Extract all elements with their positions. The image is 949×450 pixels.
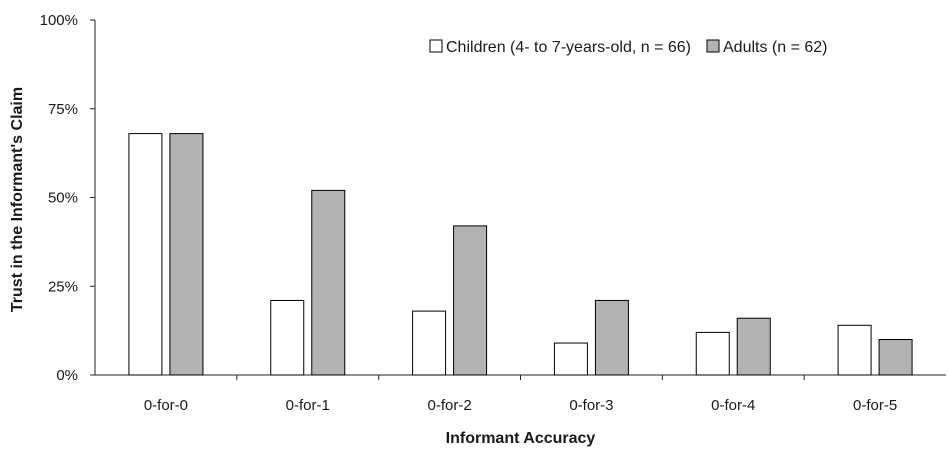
y-tick-label: 25% [48, 278, 78, 295]
y-axis-title: Trust in the Informant's Claim [9, 87, 26, 312]
legend-label-adults: Adults (n = 62) [723, 39, 828, 56]
bar-children-0-for-1 [270, 299, 305, 376]
x-tick-label: 0-for-5 [853, 397, 897, 414]
legend-label-children: Children (4- to 7-years-old, n = 66) [446, 39, 691, 56]
x-tick-label: 0-for-0 [144, 397, 188, 414]
x-tick-label: 0-for-4 [711, 397, 755, 414]
bar-children-0-for-4 [695, 331, 730, 376]
y-tick-label: 0% [56, 367, 78, 384]
x-axis-ticks: 0-for-0 0-for-1 0-for-2 0-for-3 0-for-4 0-for… [144, 375, 897, 414]
y-axis-ticks: 0% 25% 50% 75% 100% [40, 12, 95, 384]
y-tick-label: 100% [40, 12, 78, 29]
bar-adults-0-for-2 [453, 225, 488, 376]
x-axis-title: Informant Accuracy [446, 430, 596, 447]
legend: Children (4- to 7-years-old, n = 66) Adul… [429, 39, 828, 56]
bar-children-0-for-0 [128, 133, 163, 376]
bar-adults-0-for-3 [594, 299, 629, 376]
legend-swatch-children [429, 39, 443, 53]
bar-children-0-for-5 [837, 324, 872, 376]
bar-adults-0-for-4 [736, 317, 771, 376]
y-tick-label: 50% [48, 190, 78, 207]
y-tick-label: 75% [48, 101, 78, 118]
bar-adults-0-for-0 [169, 133, 204, 376]
bar-adults-0-for-5 [878, 339, 913, 376]
x-tick-label: 0-for-2 [427, 397, 471, 414]
x-tick-label: 0-for-3 [569, 397, 613, 414]
bar-adults-0-for-1 [311, 189, 346, 376]
bar-children-0-for-3 [553, 342, 588, 376]
bar-children-0-for-2 [412, 310, 447, 376]
bars [128, 133, 913, 376]
x-tick-label: 0-for-1 [286, 397, 330, 414]
legend-swatch-adults [706, 39, 720, 53]
